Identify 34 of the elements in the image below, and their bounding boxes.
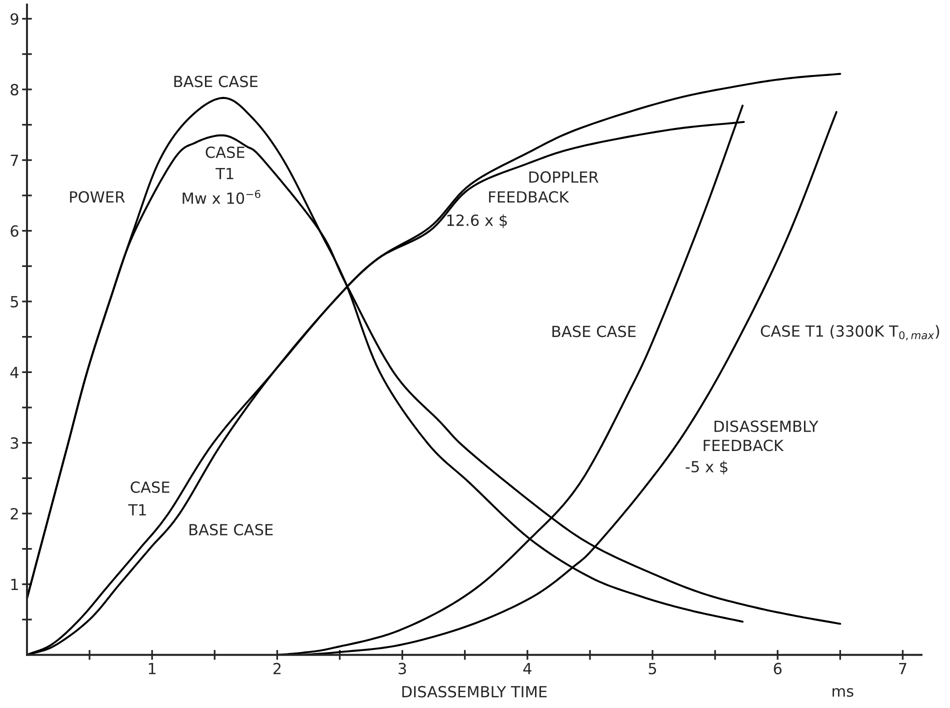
y-tick-label: 9 [10,13,18,25]
annotation: CASE T1 (3300K T$_{0,max}$) [760,325,940,340]
x-tick-label: 5 [648,663,656,674]
text: ms [832,688,854,697]
annotation: BASE CASE [552,326,636,338]
x-tick-label: 3 [398,662,406,674]
y-tick-label: 4 [10,366,18,378]
annotation: DOPPLER [529,171,598,183]
annotation: DISASSEMBLY [714,420,818,432]
x-tick-label: 6 [774,662,782,674]
annotation: CASE [206,146,244,158]
annotation: 12.6 x $ [447,214,507,228]
annotation: FEEDBACK [704,440,784,452]
annotation: BASE CASE [174,76,258,88]
x-axis-title: DISASSEMBLY TIME [402,686,547,698]
annotation: Mw x 10$^{−6}$ [182,190,260,204]
x-tick-label: 7 [899,663,906,674]
y-tick-label: 2 [10,508,18,520]
y-tick-label: 8 [10,84,18,96]
annotation: POWER [70,191,125,203]
x-tick-label: 4 [523,663,532,674]
y-tick-label: 7 [10,154,18,166]
y-tick-label: 5 [10,296,18,308]
annotation: T1 [128,504,146,516]
annotation: CASE [130,481,170,493]
y-tick-label: 3 [10,437,18,449]
y-tick-label: 6 [10,225,18,237]
annotation: T1 [216,168,234,180]
x-tick-label: 2 [273,662,281,674]
annotation: -5 x $ [686,460,728,474]
annotation: BASE CASE [190,524,273,536]
y-tick-label: 1 [11,578,18,590]
annotation: FEEDBACK [489,191,570,203]
x-tick-label: 1 [148,663,156,674]
